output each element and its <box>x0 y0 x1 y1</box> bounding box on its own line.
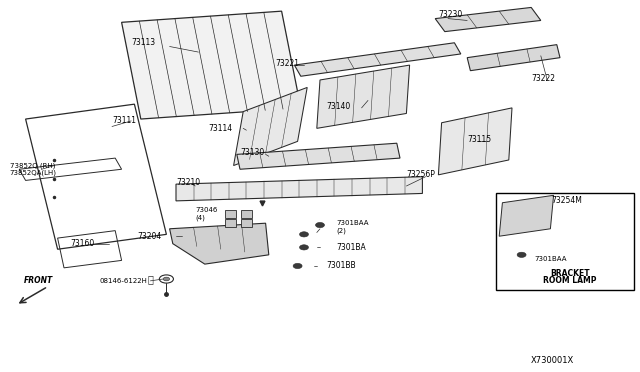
Circle shape <box>293 263 302 269</box>
Text: 73130: 73130 <box>240 148 264 157</box>
Polygon shape <box>170 223 269 264</box>
Text: ROOM LAMP: ROOM LAMP <box>543 276 596 285</box>
Text: 73114: 73114 <box>208 124 232 133</box>
Text: 7301BB: 7301BB <box>326 262 356 270</box>
Bar <box>225 219 236 227</box>
Text: 73204: 73204 <box>138 232 162 241</box>
Bar <box>496 193 634 290</box>
Polygon shape <box>176 177 422 201</box>
Polygon shape <box>317 65 410 128</box>
Circle shape <box>300 232 308 237</box>
Text: 7301BAA: 7301BAA <box>534 256 567 262</box>
Text: 73230: 73230 <box>438 10 463 19</box>
Text: 73210: 73210 <box>176 178 200 187</box>
Bar <box>241 210 252 218</box>
Text: 73221: 73221 <box>275 59 300 68</box>
Text: 73160: 73160 <box>70 239 95 248</box>
Text: 7301BAA
(2): 7301BAA (2) <box>336 220 369 234</box>
Text: 73140: 73140 <box>326 102 351 110</box>
Text: 73113: 73113 <box>131 38 156 47</box>
Text: BRACKET: BRACKET <box>550 269 589 278</box>
Text: X730001X: X730001X <box>531 356 575 365</box>
Polygon shape <box>294 43 461 76</box>
Text: FRONT: FRONT <box>24 276 53 285</box>
Text: 73046
(4): 73046 (4) <box>195 207 218 221</box>
Text: 73111: 73111 <box>112 116 136 125</box>
Bar <box>225 210 236 218</box>
Circle shape <box>300 245 308 250</box>
Polygon shape <box>237 143 400 169</box>
Text: Ⓑ: Ⓑ <box>147 274 154 284</box>
Text: 73852Q (RH)
73852QA(LH): 73852Q (RH) 73852QA(LH) <box>10 162 56 176</box>
Bar <box>241 219 252 227</box>
Polygon shape <box>122 11 301 119</box>
Polygon shape <box>234 87 307 166</box>
Text: 7301BA: 7301BA <box>336 243 365 252</box>
Polygon shape <box>438 108 512 175</box>
Polygon shape <box>467 45 560 71</box>
Circle shape <box>517 252 526 257</box>
Text: 73254M: 73254M <box>551 196 582 205</box>
Text: 73256P: 73256P <box>406 170 435 179</box>
Polygon shape <box>435 7 541 32</box>
Circle shape <box>163 277 170 281</box>
Text: 73222: 73222 <box>531 74 555 83</box>
Circle shape <box>316 222 324 228</box>
Text: 08146-6122H: 08146-6122H <box>99 278 147 284</box>
Polygon shape <box>499 195 554 236</box>
Text: 73115: 73115 <box>467 135 492 144</box>
